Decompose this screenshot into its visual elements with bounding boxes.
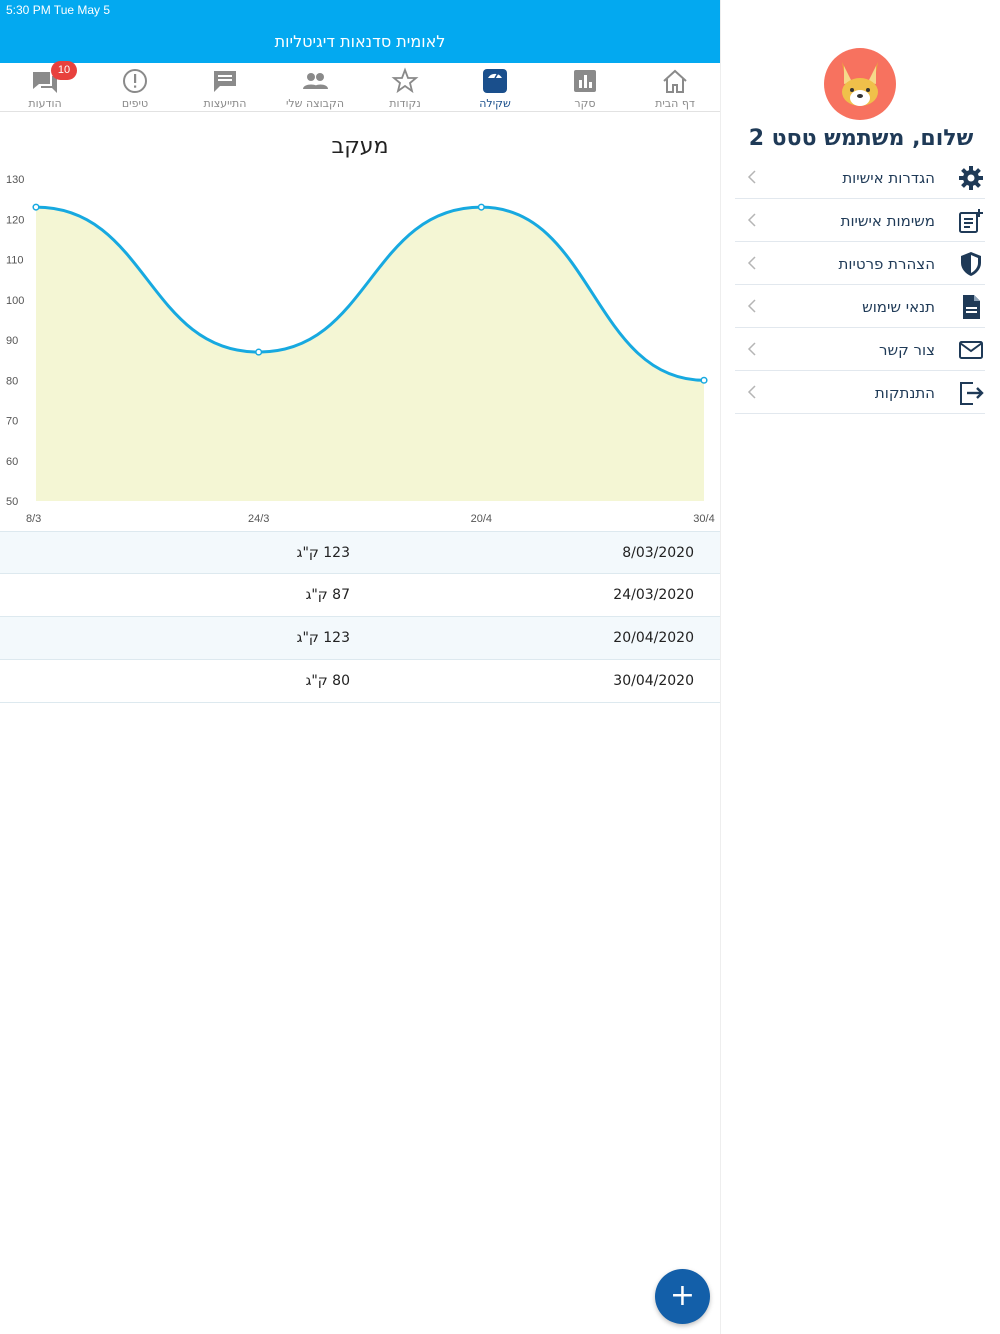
tab-label: הקבוצה שלי [285, 97, 345, 110]
tab-weighing[interactable]: שקילה [450, 63, 540, 112]
menu-item-personal-settings[interactable]: הגדרות אישיות [735, 156, 985, 199]
tab-label: נקודות [389, 97, 421, 110]
y-tick-label: 80 [6, 375, 18, 387]
menu-item-label: הגדרות אישיות [842, 169, 935, 187]
menu-item-label: צור קשר [879, 341, 935, 359]
y-tick-label: 130 [6, 174, 24, 186]
tab-label: התייעצות [203, 97, 247, 110]
side-menu-list: הגדרות אישיות משימות אישיות [735, 156, 985, 414]
avatar[interactable] [824, 48, 896, 120]
chevron-left-icon [747, 170, 756, 184]
messages-icon [33, 72, 57, 93]
star-icon [391, 67, 419, 94]
x-tick-label: 24/3 [248, 513, 269, 525]
top-bar: 5:30 PM Tue May 5 לאומית סדנאות דיגיטליו… [0, 0, 720, 63]
row-date: 24/03/2020 [613, 587, 694, 603]
chat-icon [214, 71, 236, 92]
chart-point[interactable] [477, 203, 485, 211]
menu-item-label: הצהרת פרטיות [838, 255, 935, 273]
tab-tips[interactable]: טיפים [90, 63, 180, 112]
y-tick-label: 70 [6, 416, 18, 428]
menu-item-contact[interactable]: צור קשר [735, 328, 985, 371]
chart-point[interactable] [255, 348, 263, 356]
tab-survey[interactable]: סקר [540, 63, 630, 112]
alert-icon [123, 69, 147, 93]
weight-chart: 50 60 70 80 90 100 110 120 130 8/3 24/3 20/4 30/4 [6, 174, 715, 525]
tab-home[interactable]: דף הבית [630, 63, 720, 112]
task-list-icon [959, 209, 983, 233]
row-weight: 123 ק"ג [296, 630, 350, 646]
chart-point[interactable] [32, 203, 40, 211]
status-time: 5:30 PM Tue May 5 [6, 3, 111, 17]
app-title: לאומית סדנאות דיגיטליות [274, 32, 446, 51]
chevron-left-icon [747, 213, 756, 227]
add-weight-button[interactable]: + [655, 1269, 710, 1324]
shield-icon [961, 252, 981, 276]
document-icon [963, 295, 980, 319]
main-pane: 5:30 PM Tue May 5 לאומית סדנאות דיגיטליו… [0, 0, 720, 1324]
row-weight: 80 ק"ג [305, 673, 350, 689]
chart-area-fill [36, 207, 704, 502]
tab-label: דף הבית [655, 97, 695, 110]
row-date: 30/04/2020 [613, 673, 694, 689]
y-tick-label: 50 [6, 496, 18, 508]
menu-item-personal-tasks[interactable]: משימות אישיות [735, 199, 985, 242]
row-date: 8/03/2020 [622, 545, 694, 561]
menu-item-logout[interactable]: התנתקות [735, 371, 985, 414]
y-tick-label: 60 [6, 456, 18, 468]
table-row[interactable]: 30/04/2020 80 ק"ג [0, 660, 720, 703]
logout-icon [960, 382, 984, 405]
tab-messages[interactable]: 10 הודעות [0, 61, 90, 112]
menu-item-label: התנתקות [874, 384, 935, 402]
x-tick-label: 20/4 [471, 513, 492, 525]
tab-label: טיפים [121, 97, 149, 110]
tab-label: סקר [574, 97, 596, 110]
bar-chart-icon [574, 70, 596, 92]
tab-consult[interactable]: התייעצות [180, 63, 270, 112]
row-weight: 123 ק"ג [296, 545, 350, 561]
chart-point[interactable] [700, 376, 708, 384]
table-row[interactable]: 20/04/2020 123 ק"ג [0, 617, 720, 660]
chevron-left-icon [747, 342, 756, 356]
tab-label: הודעות [28, 97, 62, 110]
mail-icon [959, 341, 983, 359]
tab-my-group[interactable]: הקבוצה שלי [270, 63, 360, 112]
user-greeting: שלום, משתמש טסט 2 [748, 126, 974, 151]
menu-item-label: משימות אישיות [840, 212, 935, 230]
group-icon [303, 73, 328, 89]
tab-label: שקילה [479, 97, 511, 110]
messages-badge: 10 [51, 61, 77, 80]
chevron-left-icon [747, 299, 756, 313]
y-tick-label: 100 [6, 295, 24, 307]
x-tick-label: 8/3 [26, 513, 41, 525]
home-icon [663, 69, 687, 93]
y-tick-label: 90 [6, 335, 18, 347]
scale-icon [483, 69, 507, 93]
menu-item-label: תנאי שימוש [862, 298, 935, 316]
weight-table: 8/03/2020 123 ק"ג 24/03/2020 87 ק"ג 20/04/20… [0, 531, 720, 703]
menu-item-terms-of-use[interactable]: תנאי שימוש [735, 285, 985, 328]
x-tick-label: 30/4 [693, 513, 714, 525]
table-row[interactable]: 8/03/2020 123 ק"ג [0, 531, 720, 574]
tab-bar: דף הבית סקר שקילה [0, 61, 720, 112]
y-tick-label: 110 [6, 255, 24, 267]
row-weight: 87 ק"ג [305, 587, 350, 603]
chart-title: מעקב [331, 134, 389, 159]
row-date: 20/04/2020 [613, 630, 694, 646]
chevron-left-icon [747, 256, 756, 270]
menu-item-privacy-policy[interactable]: הצהרת פרטיות [735, 242, 985, 285]
fox-avatar-icon [842, 62, 878, 106]
tab-points[interactable]: נקודות [360, 63, 450, 112]
table-row[interactable]: 24/03/2020 87 ק"ג [0, 574, 720, 617]
gear-icon [959, 166, 983, 190]
y-tick-label: 120 [6, 214, 24, 226]
chart-series-line [35, 205, 705, 382]
chevron-left-icon [747, 385, 756, 399]
side-menu: שלום, משתמש טסט 2 הגדרות אישיות [720, 0, 1000, 1334]
